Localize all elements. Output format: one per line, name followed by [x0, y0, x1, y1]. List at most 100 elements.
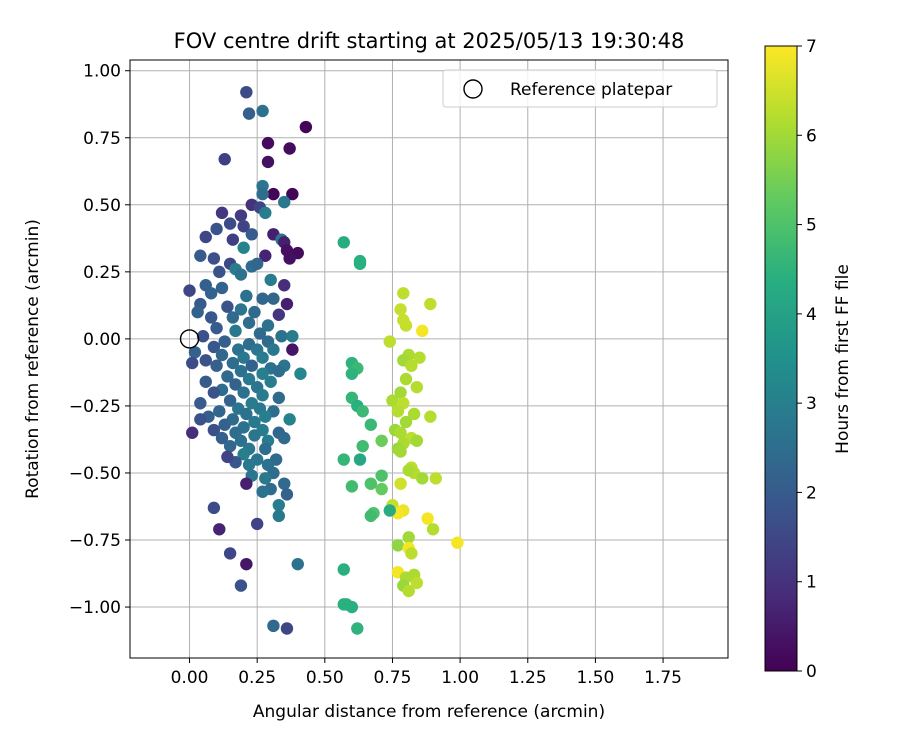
colorbar-tick-label: 2	[806, 483, 817, 503]
data-point	[240, 557, 253, 571]
data-point	[426, 523, 440, 536]
data-point	[186, 426, 199, 439]
data-point	[207, 386, 221, 399]
y-tick-label: 0.25	[83, 263, 121, 283]
data-point	[245, 359, 258, 372]
data-point	[256, 485, 269, 498]
data-point	[215, 281, 229, 295]
x-tick-label: 0.00	[171, 668, 209, 688]
data-point	[283, 252, 296, 265]
data-point	[356, 439, 369, 453]
data-point	[364, 509, 378, 523]
data-point	[267, 619, 280, 633]
data-point	[204, 287, 218, 300]
x-tick-label: 0.25	[238, 668, 276, 688]
data-point	[237, 386, 250, 399]
colorbar-tick-label: 0	[806, 662, 817, 682]
data-point	[215, 431, 229, 445]
data-point	[199, 230, 212, 244]
data-point	[215, 206, 229, 220]
data-point	[429, 472, 442, 485]
data-point	[299, 120, 313, 134]
data-point	[424, 297, 437, 311]
data-point	[191, 305, 204, 319]
data-point	[275, 330, 288, 343]
data-point	[237, 447, 250, 461]
colorbar-tick-label: 4	[806, 305, 817, 325]
colorbar-tick-label: 7	[806, 37, 817, 57]
legend-box	[442, 69, 718, 108]
data-point	[261, 155, 275, 169]
data-point	[283, 413, 296, 426]
data-point	[337, 453, 350, 466]
colorbar: 0 1 2 3 4 5 6 7 Hours from first FF file	[764, 37, 853, 682]
data-point	[259, 249, 272, 262]
data-point	[234, 303, 248, 316]
data-point	[410, 576, 424, 590]
data-point	[256, 292, 269, 305]
data-point	[207, 501, 221, 515]
y-tick-label: −0.50	[69, 464, 121, 484]
data-point	[337, 236, 350, 249]
data-point	[337, 563, 350, 576]
data-point	[394, 445, 407, 458]
data-point	[188, 346, 202, 359]
data-point	[267, 343, 280, 356]
data-point	[221, 300, 234, 313]
data-point	[229, 324, 242, 338]
data-point	[186, 356, 199, 370]
x-tick-label: 0.75	[374, 668, 412, 688]
data-point	[267, 187, 280, 201]
data-point	[421, 512, 434, 525]
data-point	[226, 356, 240, 370]
data-point	[416, 472, 429, 485]
data-points	[183, 85, 464, 635]
data-point	[234, 209, 248, 222]
data-point	[394, 426, 407, 439]
data-point	[353, 453, 367, 466]
data-point	[256, 104, 269, 118]
data-point	[261, 136, 275, 150]
data-point	[226, 311, 240, 324]
colorbar-tick-label: 1	[806, 573, 817, 593]
colorbar-tick-label: 3	[806, 394, 817, 414]
plot-frame	[129, 59, 729, 659]
y-tick-label: 0.50	[83, 196, 121, 216]
colorbar-gradient	[764, 45, 798, 672]
data-point	[264, 273, 277, 287]
x-tick-label: 1.50	[576, 668, 614, 688]
y-tick-label: 1.00	[83, 62, 121, 82]
data-point	[242, 458, 256, 472]
data-point	[291, 557, 304, 571]
x-axis-ticks: 0.00 0.25 0.50 0.75 1.00 1.25 1.50 1.75	[171, 658, 682, 688]
data-point	[259, 472, 272, 485]
legend-open-circle-icon	[463, 79, 483, 99]
data-point	[278, 279, 291, 292]
colorbar-tick-label: 5	[806, 216, 817, 236]
data-point	[207, 423, 221, 437]
data-point	[391, 405, 405, 418]
data-point	[248, 429, 261, 442]
data-point	[248, 305, 261, 319]
data-point	[351, 622, 364, 635]
y-axis-ticks: −1.00 −0.75 −0.50 −0.25 0.00 0.25 0.50 0.75 1.00	[69, 62, 130, 618]
data-point	[286, 343, 299, 356]
y-tick-label: 0.00	[83, 330, 121, 350]
data-point	[250, 517, 264, 531]
data-point	[272, 308, 286, 321]
data-point	[245, 228, 258, 241]
data-point	[402, 464, 415, 477]
y-tick-label: −0.25	[69, 397, 121, 417]
data-point	[272, 391, 286, 405]
data-point	[234, 579, 248, 592]
data-point	[286, 187, 299, 201]
data-point	[394, 303, 407, 316]
data-point	[221, 450, 234, 464]
data-point	[272, 509, 286, 523]
data-point	[405, 359, 418, 372]
data-point	[237, 351, 250, 364]
data-point	[256, 389, 269, 402]
data-point	[229, 378, 242, 391]
data-point	[194, 397, 207, 410]
